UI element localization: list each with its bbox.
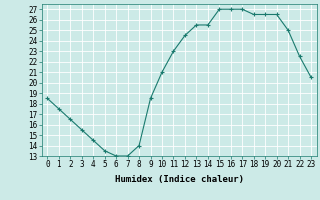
X-axis label: Humidex (Indice chaleur): Humidex (Indice chaleur): [115, 175, 244, 184]
